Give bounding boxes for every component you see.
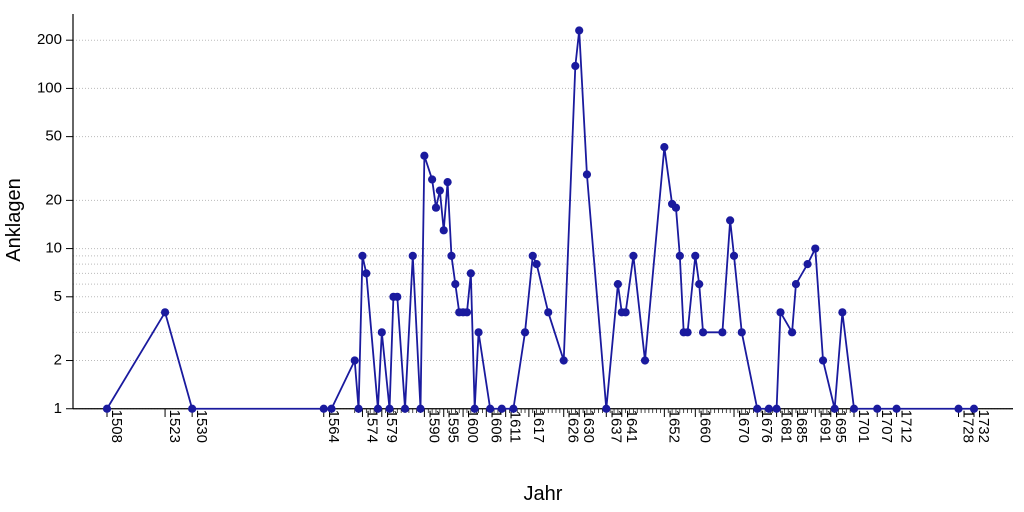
- svg-text:1660: 1660: [696, 410, 713, 443]
- svg-text:5: 5: [54, 288, 62, 305]
- svg-text:1641: 1641: [623, 410, 640, 443]
- svg-text:1681: 1681: [778, 410, 795, 443]
- svg-text:1685: 1685: [793, 410, 810, 443]
- svg-text:1: 1: [54, 400, 62, 417]
- svg-text:1712: 1712: [898, 410, 915, 443]
- svg-text:1617: 1617: [530, 410, 547, 443]
- svg-text:100: 100: [37, 79, 62, 96]
- svg-text:1630: 1630: [580, 410, 597, 443]
- svg-text:1611: 1611: [507, 411, 524, 443]
- svg-text:200: 200: [37, 31, 62, 48]
- svg-text:1606: 1606: [487, 410, 504, 443]
- svg-text:20: 20: [45, 191, 62, 208]
- svg-text:1637: 1637: [607, 410, 624, 443]
- svg-text:1626: 1626: [565, 410, 582, 443]
- svg-text:1508: 1508: [108, 410, 125, 443]
- svg-text:1707: 1707: [878, 410, 895, 443]
- svg-text:1670: 1670: [735, 410, 752, 443]
- svg-text:1574: 1574: [363, 410, 380, 443]
- svg-text:1579: 1579: [383, 410, 400, 443]
- svg-text:2: 2: [54, 352, 62, 369]
- svg-text:1676: 1676: [758, 410, 775, 443]
- svg-text:1530: 1530: [193, 410, 210, 443]
- svg-text:1652: 1652: [665, 410, 682, 443]
- svg-text:1523: 1523: [166, 410, 183, 443]
- svg-text:1732: 1732: [975, 410, 992, 443]
- svg-text:Jahr: Jahr: [524, 483, 563, 505]
- svg-text:50: 50: [45, 128, 62, 145]
- svg-text:10: 10: [45, 240, 62, 257]
- svg-text:1595: 1595: [445, 410, 462, 443]
- svg-text:1728: 1728: [960, 410, 977, 443]
- svg-text:1564: 1564: [325, 410, 342, 443]
- svg-text:Anklagen: Anklagen: [3, 178, 25, 261]
- svg-text:1701: 1701: [855, 410, 872, 443]
- svg-text:1600: 1600: [464, 410, 481, 443]
- svg-text:1691: 1691: [816, 410, 833, 443]
- svg-text:1590: 1590: [425, 410, 442, 443]
- svg-text:1695: 1695: [832, 410, 849, 443]
